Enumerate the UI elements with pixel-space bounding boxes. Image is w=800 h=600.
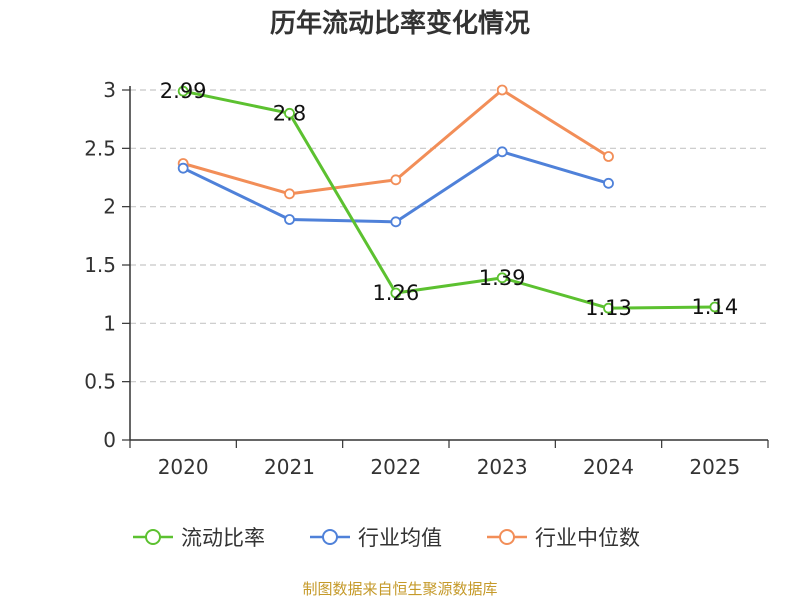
data-label: 2.99 [160,79,207,103]
data-label: 1.13 [585,296,632,320]
y-tick-label: 0.5 [84,370,116,394]
source-note: 制图数据来自恒生聚源数据库 [302,580,498,598]
series-line [182,150,609,224]
data-point [284,214,295,225]
x-tick-label: 2020 [158,455,209,479]
data-label: 2.8 [273,101,306,125]
data-point [390,216,402,228]
y-tick-label: 2 [103,195,116,219]
y-tick-label: 0 [103,428,116,452]
x-tick-label: 2024 [583,455,634,479]
legend-item-current-ratio[interactable]: 流动比率 [133,520,265,554]
legend-item-industry-median[interactable]: 行业中位数 [487,520,640,554]
x-tick-label: 2022 [370,455,421,479]
x-tick-label: 2021 [264,455,315,479]
y-tick-label: 3 [103,78,116,102]
grid-layer [130,89,768,383]
legend: 流动比率 行业均值 行业中位数 [0,520,800,554]
legend-label: 行业中位数 [535,526,640,550]
y-tick-label: 1 [103,311,116,335]
data-label: 1.39 [479,266,526,290]
data-point [709,301,721,313]
line-chart: 0 0.5 1 1.5 2 2.5 3 2020 2021 2022 2023 2024 2025 2.… [84,78,769,479]
y-tick-label: 2.5 [84,136,116,160]
data-point [603,302,614,314]
data-point [496,146,508,158]
data-point [284,107,295,119]
data-point [390,174,402,186]
legend-marker-icon [133,529,173,545]
chart-title: 历年流动比率变化情况 [269,9,530,39]
data-label: 1.14 [691,295,738,319]
data-point [496,272,508,284]
legend-marker-icon [487,529,527,545]
data-point [603,151,614,162]
legend-label: 流动比率 [181,526,265,550]
label-layer: 2.99 2.8 1.26 1.39 1.13 1.14 [160,79,738,320]
data-point [390,287,402,299]
data-point [603,177,614,189]
series-line [182,89,715,310]
y-tick-label: 1.5 [84,253,116,277]
axis-layer: 0 0.5 1 1.5 2 2.5 3 2020 2021 2022 2023 2024 2025 [84,78,769,479]
data-point [496,84,508,96]
series-layer [177,84,721,314]
data-point [177,162,189,174]
data-point [284,188,295,200]
data-label: 1.26 [372,281,419,305]
legend-item-industry-mean[interactable]: 行业均值 [310,520,442,554]
legend-label: 行业均值 [358,526,442,550]
x-tick-label: 2025 [689,455,740,479]
x-tick-label: 2023 [477,455,528,479]
data-point [177,85,189,97]
legend-marker-icon [310,529,350,545]
